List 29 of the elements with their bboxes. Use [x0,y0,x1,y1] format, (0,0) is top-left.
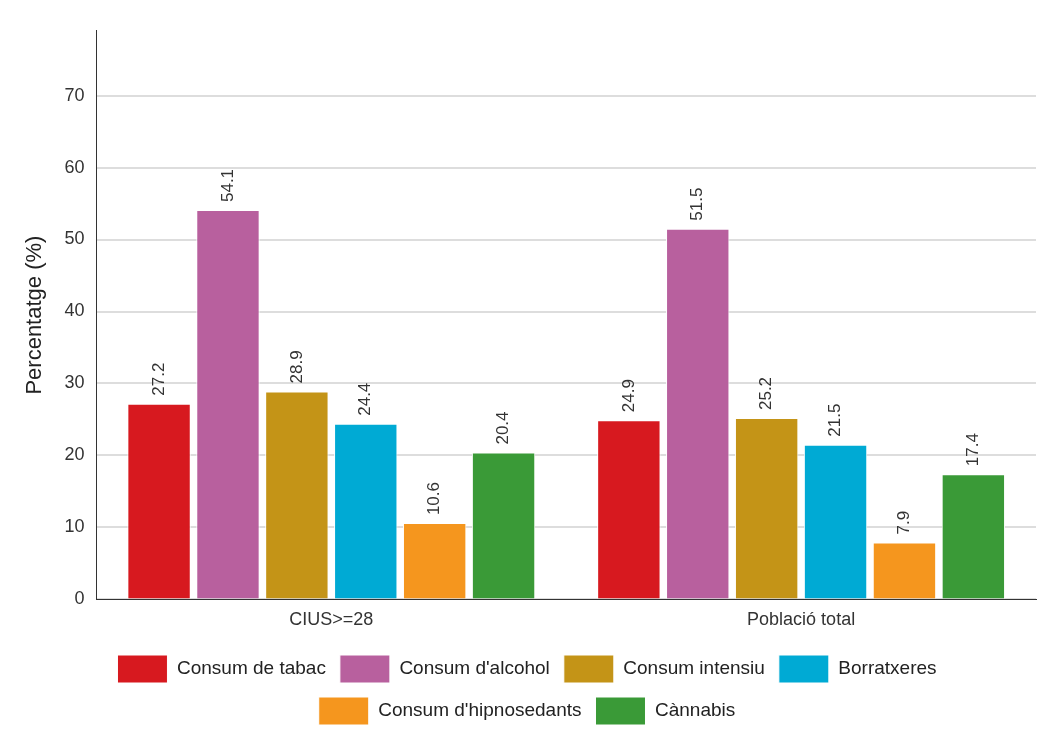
data-label: 24.4 [355,382,375,416]
y-tick-label: 0 [74,588,85,609]
y-tick-label: 60 [64,156,85,177]
legend-label: Cànnabis [654,699,736,721]
legend-label: Consum intensiu [623,657,765,679]
y-tick-label: 70 [64,84,85,105]
data-label: 28.9 [286,350,306,384]
y-tick-label: 30 [64,372,85,393]
y-axis-title: Percentatge (%) [21,235,47,395]
data-label: 21.5 [825,403,845,437]
data-label: 7.9 [894,510,914,535]
legend-label: Consum de tabac [176,657,326,679]
x-tick-label: Població total [747,609,856,630]
data-label: 17.4 [963,433,983,467]
x-tick-label: CIUS>=28 [289,609,374,630]
y-tick-label: 10 [64,516,85,537]
data-label: 20.4 [493,411,513,445]
data-label: 27.2 [148,362,168,396]
data-label: 24.9 [618,379,638,413]
legend-label: Consum d'hipnosedants [378,699,582,721]
y-tick-label: 40 [64,300,85,321]
y-tick-label: 50 [64,228,85,249]
y-tick-label: 20 [64,444,85,465]
data-label: 54.1 [217,168,237,203]
legend-label: Consum d'alcohol [399,657,550,679]
data-label: 10.6 [424,482,444,516]
data-label: 25.2 [756,376,776,411]
data-label: 51.5 [687,187,707,221]
legend-label: Borratxeres [838,657,937,679]
